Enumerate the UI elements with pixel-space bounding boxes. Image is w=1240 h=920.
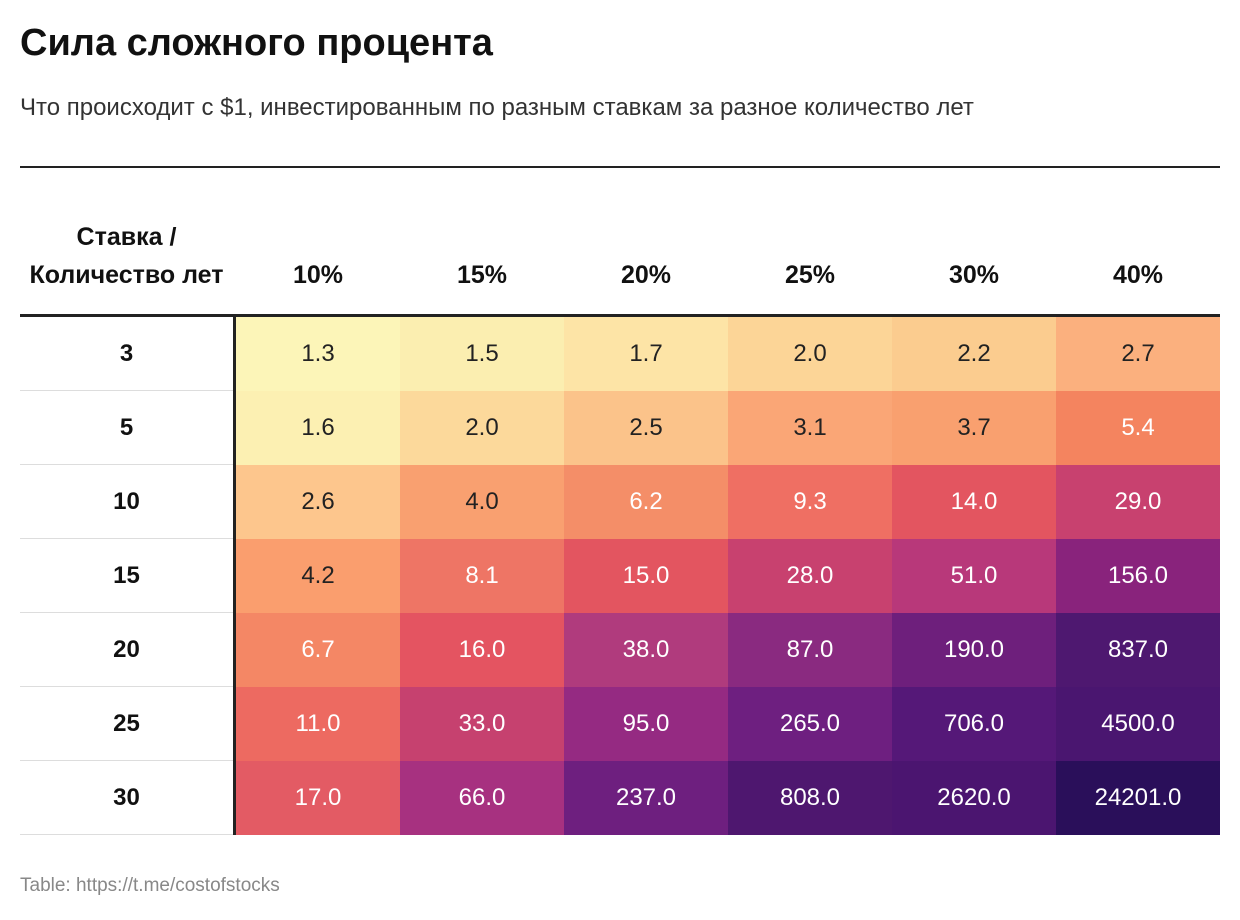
cell: 33.0 <box>400 687 564 761</box>
rule <box>20 166 1220 168</box>
row-label: 15 <box>20 539 233 613</box>
cell: 11.0 <box>236 687 400 761</box>
cell: 837.0 <box>1056 613 1220 687</box>
cell: 1.6 <box>236 391 400 465</box>
cell: 2.0 <box>400 391 564 465</box>
cell: 3.1 <box>728 391 892 465</box>
cell: 808.0 <box>728 761 892 835</box>
cell: 95.0 <box>564 687 728 761</box>
cell: 16.0 <box>400 613 564 687</box>
cell: 3.7 <box>892 391 1056 465</box>
cell: 265.0 <box>728 687 892 761</box>
cell: 38.0 <box>564 613 728 687</box>
column-rule <box>233 687 236 761</box>
column-rule <box>233 465 236 539</box>
row-label: 20 <box>20 613 233 687</box>
cell: 237.0 <box>564 761 728 835</box>
column-header: 10% <box>292 261 344 289</box>
source: Table: https://t.me/costofstocks <box>20 875 280 896</box>
cell: 1.5 <box>400 317 564 391</box>
cell: 5.4 <box>1056 391 1220 465</box>
cell: 6.2 <box>564 465 728 539</box>
column-header: 20% <box>620 261 672 289</box>
cell: 9.3 <box>728 465 892 539</box>
cell: 28.0 <box>728 539 892 613</box>
cell: 2.7 <box>1056 317 1220 391</box>
cell: 66.0 <box>400 761 564 835</box>
title: Сила сложного процента <box>20 22 493 64</box>
cell: 6.7 <box>236 613 400 687</box>
column-rule <box>233 317 236 391</box>
corner-header: Ставка / Количество лет <box>29 223 224 289</box>
column-rule <box>233 391 236 465</box>
column-header: 25% <box>784 261 836 289</box>
cell: 706.0 <box>892 687 1056 761</box>
row-label: 30 <box>20 761 233 835</box>
cell: 8.1 <box>400 539 564 613</box>
column-rule <box>233 761 236 835</box>
subtitle: Что происходит с $1, инвестированным по … <box>20 94 974 121</box>
cell: 4500.0 <box>1056 687 1220 761</box>
cell: 156.0 <box>1056 539 1220 613</box>
column-header: 40% <box>1112 261 1164 289</box>
row-label: 5 <box>20 391 233 465</box>
column-rule <box>233 613 236 687</box>
cell: 4.2 <box>236 539 400 613</box>
cell: 17.0 <box>236 761 400 835</box>
cell: 24201.0 <box>1056 761 1220 835</box>
cell: 87.0 <box>728 613 892 687</box>
row-label: 3 <box>20 317 233 391</box>
cell: 2620.0 <box>892 761 1056 835</box>
cell: 1.7 <box>564 317 728 391</box>
cell: 14.0 <box>892 465 1056 539</box>
cell: 190.0 <box>892 613 1056 687</box>
cell: 15.0 <box>564 539 728 613</box>
column-rule <box>233 539 236 613</box>
cell: 51.0 <box>892 539 1056 613</box>
cell: 2.6 <box>236 465 400 539</box>
row-label: 10 <box>20 465 233 539</box>
cell: 2.0 <box>728 317 892 391</box>
row-label: 25 <box>20 687 233 761</box>
column-header: 15% <box>456 261 508 289</box>
cell: 1.3 <box>236 317 400 391</box>
header-rule <box>20 314 1220 317</box>
cell: 29.0 <box>1056 465 1220 539</box>
cell: 4.0 <box>400 465 564 539</box>
column-header: 30% <box>948 261 1000 289</box>
cell: 2.2 <box>892 317 1056 391</box>
table: Ставка / Количество лет 10% 15% 20% 25% 30% 40… <box>20 168 1220 835</box>
cell: 2.5 <box>564 391 728 465</box>
